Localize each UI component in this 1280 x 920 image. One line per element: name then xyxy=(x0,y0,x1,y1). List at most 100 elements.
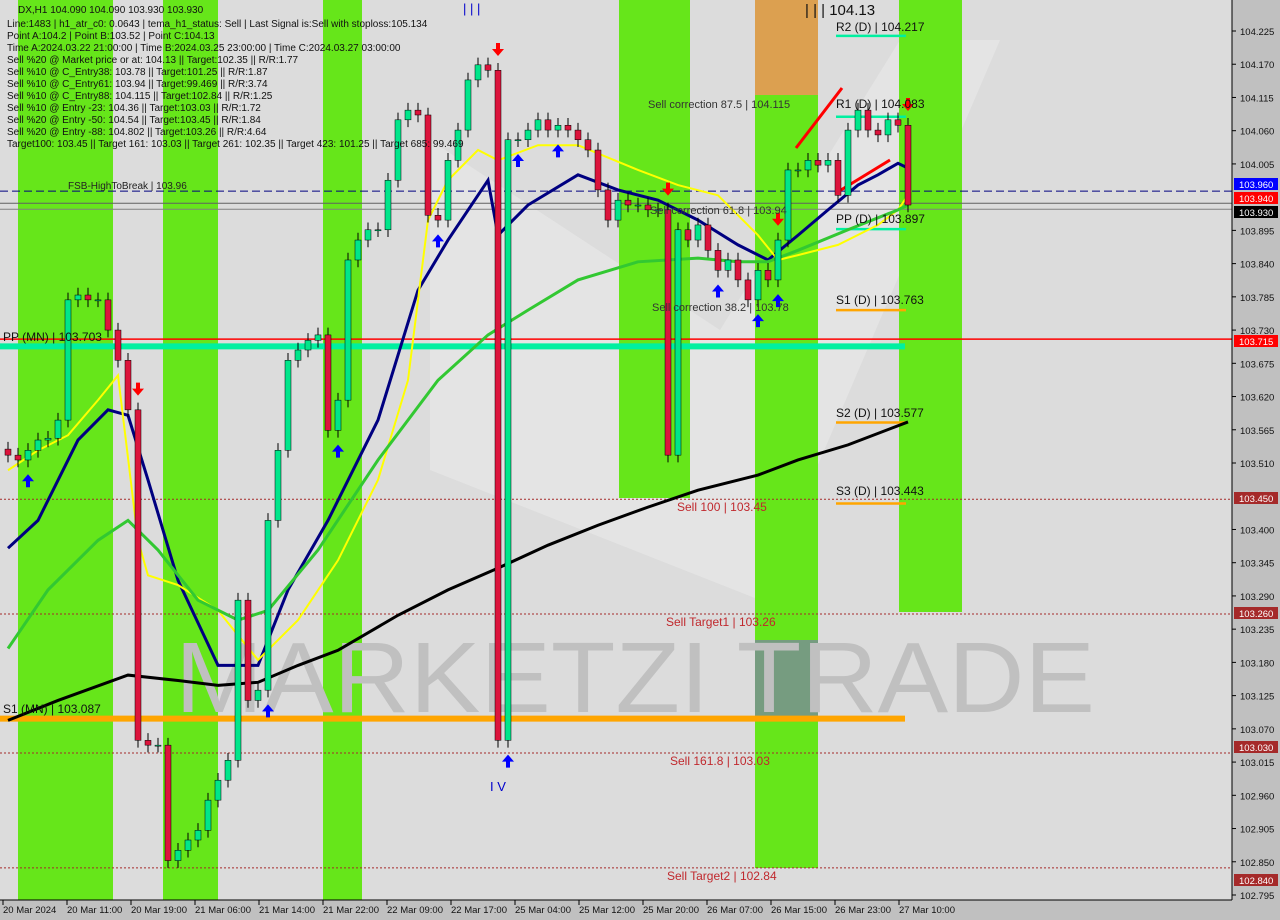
bull-candle xyxy=(854,109,862,131)
watermark-text: MARKETZI TRADE xyxy=(175,622,1095,734)
channel-line xyxy=(794,87,844,149)
bull-candle xyxy=(614,199,622,221)
price-tick-label: 103.675 xyxy=(1240,359,1274,370)
bull-candle xyxy=(844,129,852,196)
time-tick-label: 25 Mar 12:00 xyxy=(579,905,635,916)
buy-arrow-icon xyxy=(772,294,784,308)
price-tick-label: 102.850 xyxy=(1240,858,1274,869)
wave-4-label: I V xyxy=(490,779,506,794)
chart-annotations: FSB-HighToBreak | 103.96 Sell correction… xyxy=(3,1,925,883)
bear-candle xyxy=(414,109,422,116)
time-tick-label: 22 Mar 17:00 xyxy=(451,905,507,916)
sell-arrow-icon xyxy=(132,382,144,396)
buy-arrow-icon xyxy=(22,474,34,488)
time-tick-label: 26 Mar 23:00 xyxy=(835,905,891,916)
pp-mn-label: PP (MN) | 103.703 xyxy=(3,330,102,344)
bull-candle xyxy=(94,299,102,302)
price-tag-label: 103.930 xyxy=(1239,208,1273,219)
bear-candle xyxy=(484,64,492,71)
buy-arrow-icon xyxy=(552,144,564,158)
price-tag xyxy=(1234,492,1278,504)
bull-candle xyxy=(54,419,62,439)
bull-candle xyxy=(294,349,302,361)
bear-candle xyxy=(434,215,442,221)
time-axis[interactable] xyxy=(0,900,1232,920)
correction-382-label: Sell correction 38.2 | 103.78 xyxy=(652,302,789,314)
bull-candle xyxy=(774,239,782,281)
buy-arrow-icon xyxy=(752,314,764,328)
price-tick-label: 103.620 xyxy=(1240,393,1274,404)
time-tick-label: 25 Mar 20:00 xyxy=(643,905,699,916)
bull-candle xyxy=(654,209,662,212)
signal-arrows xyxy=(22,43,914,768)
bear-candle xyxy=(134,409,142,741)
bull-candle xyxy=(24,450,32,461)
buy-arrow-icon xyxy=(502,754,514,768)
bull-candle xyxy=(724,259,732,271)
bull-candle xyxy=(174,850,182,861)
bull-candle xyxy=(464,79,472,131)
moving-average-line xyxy=(6,161,909,667)
price-tags: 103.960 103.940 103.930 103.715 103.450 103.2… xyxy=(1234,178,1278,887)
correction-618-label: Sell correction 61.8 | 103.94 xyxy=(650,205,787,217)
sell-target1-label: Sell Target1 | 103.26 xyxy=(666,615,776,629)
time-tick-label: 22 Mar 09:00 xyxy=(387,905,443,916)
bear-candle xyxy=(114,329,122,361)
bear-candle xyxy=(764,270,772,281)
time-tick-label: 26 Mar 07:00 xyxy=(707,905,763,916)
bear-candle xyxy=(904,125,912,206)
price-tick-label: 103.070 xyxy=(1240,725,1274,736)
time-tick-label: 25 Mar 04:00 xyxy=(515,905,571,916)
bull-candle xyxy=(74,294,82,301)
bull-candle xyxy=(514,139,522,142)
correction-875-label: Sell correction 87.5 | 104.115 xyxy=(648,99,790,111)
buy-arrow-icon xyxy=(432,234,444,248)
bear-candle xyxy=(594,149,602,191)
bear-candle xyxy=(124,360,132,411)
fsb-label: FSB-HighToBreak | 103.96 xyxy=(68,181,187,192)
time-tick-label: 26 Mar 15:00 xyxy=(771,905,827,916)
price-tag-label: 103.940 xyxy=(1239,194,1273,205)
s3-d-label: S3 (D) | 103.443 xyxy=(836,484,924,498)
bull-candle xyxy=(524,129,532,141)
price-tick-label: 103.345 xyxy=(1240,559,1274,570)
bear-candle xyxy=(894,119,902,126)
bull-candle xyxy=(354,239,362,261)
bull-candle xyxy=(694,224,702,241)
price-tick-label: 104.170 xyxy=(1240,60,1274,71)
highlight-zone xyxy=(163,0,218,900)
price-tick-label: 104.115 xyxy=(1240,93,1274,104)
bear-candle xyxy=(604,189,612,221)
price-tick-label: 103.125 xyxy=(1240,692,1274,703)
price-tag-label: 102.840 xyxy=(1239,876,1273,887)
price-axis[interactable] xyxy=(1232,0,1280,920)
bear-candle xyxy=(574,129,582,141)
r2-d-label: R2 (D) | 104.217 xyxy=(836,20,925,34)
price-tick-label: 103.840 xyxy=(1240,260,1274,271)
price-tick-label: 104.060 xyxy=(1240,127,1274,138)
buy-arrow-icon xyxy=(332,444,344,458)
bull-candle xyxy=(154,744,162,747)
bull-candle xyxy=(234,599,242,761)
pp-d-label: PP (D) | 103.897 xyxy=(836,212,925,226)
bull-candle xyxy=(364,229,372,241)
bull-candle xyxy=(344,259,352,401)
bull-candle xyxy=(754,270,762,301)
buy-arrow-icon xyxy=(712,284,724,298)
price-tag xyxy=(1234,741,1278,753)
bull-candle xyxy=(884,119,892,136)
buy-arrow-icon xyxy=(262,704,274,718)
bull-candle xyxy=(674,229,682,456)
sell-arrow-icon xyxy=(772,212,784,226)
price-tick-label: 103.235 xyxy=(1240,625,1274,636)
bull-candle xyxy=(44,437,52,441)
info-line: Sell %10 @ C_Entry88: 104.115 || Target:… xyxy=(7,91,273,102)
price-tag-label: 103.450 xyxy=(1239,494,1273,505)
s2-d-label: S2 (D) | 103.577 xyxy=(836,406,924,420)
bear-candle xyxy=(734,259,742,281)
bull-candle xyxy=(224,760,232,781)
time-tick-label: 27 Mar 10:00 xyxy=(899,905,955,916)
price-tag-label: 103.715 xyxy=(1239,337,1273,348)
